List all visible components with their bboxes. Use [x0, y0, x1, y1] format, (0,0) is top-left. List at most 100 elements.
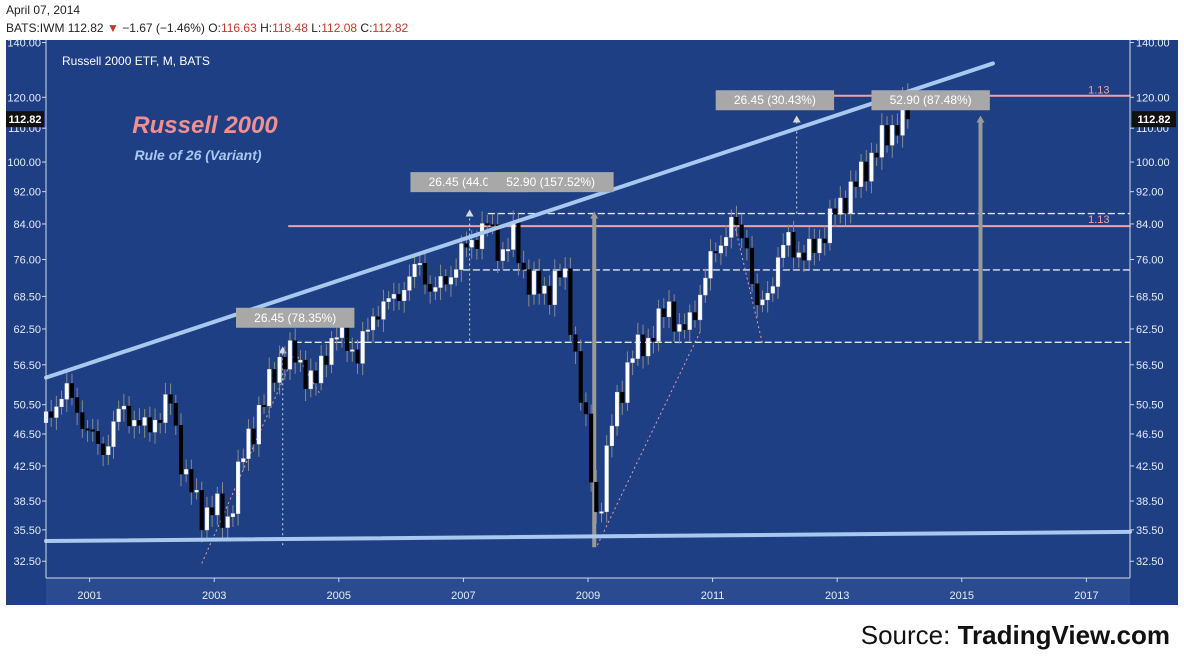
candle-body [859, 161, 864, 187]
chart-title: Russell 2000 [132, 112, 278, 139]
candle-body [661, 308, 666, 318]
candle-body [620, 392, 625, 403]
y-tick-label-right: 32.50 [1136, 556, 1164, 568]
candle-body [599, 511, 604, 514]
y-tick-label-left: 84.00 [13, 219, 41, 231]
candle-body [454, 269, 459, 278]
candle-body [531, 270, 537, 295]
candle-body [204, 507, 210, 531]
candle-body [781, 244, 786, 258]
candle-body [376, 316, 381, 320]
instrument-label: Russell 2000 ETF, M, BATS [62, 54, 210, 68]
candle-body [106, 446, 111, 456]
candle-body [812, 238, 817, 254]
candle-body [827, 208, 832, 244]
measure-arrows [278, 115, 985, 548]
close-value: 112.82 [372, 21, 409, 35]
candle-body [890, 125, 895, 146]
candle-body [625, 362, 630, 403]
candle-body [583, 402, 588, 415]
candle-body [184, 469, 189, 475]
measure-label-box [715, 90, 835, 111]
candle-body [126, 405, 132, 427]
fib-level-label: 1.13 [1088, 214, 1109, 226]
last-price-badge [1132, 111, 1176, 128]
last-price-badge [6, 111, 44, 128]
candle-body [490, 224, 495, 227]
candle-body [402, 290, 407, 301]
candle-body [646, 337, 651, 357]
symbol: BATS:IWM [6, 21, 65, 35]
candle-body [833, 208, 838, 215]
candle-body [729, 216, 734, 238]
high-label: H: [260, 21, 273, 35]
candle-body [666, 301, 672, 318]
candle-body [313, 370, 319, 384]
candle-body [95, 431, 100, 444]
candle-body [594, 481, 599, 513]
y-tick-label-left: 140.00 [7, 38, 41, 50]
candle-body [152, 419, 158, 433]
candle-body [495, 224, 500, 261]
candle-body [298, 359, 303, 363]
candle-body [261, 404, 267, 407]
price-change: −1.67 (−1.46%) [122, 21, 205, 35]
candle-body [864, 161, 869, 182]
candle-body [85, 428, 90, 431]
candle-body [879, 125, 884, 158]
y-tick-label-right: 38.50 [1136, 496, 1164, 508]
y-tick-label-left: 32.50 [13, 556, 41, 568]
candle-body [220, 493, 225, 528]
candle-body [54, 406, 59, 418]
candle-body [521, 262, 526, 270]
measure-label-box [871, 90, 990, 111]
x-tick-label: 2013 [825, 590, 849, 602]
candle-body [256, 404, 261, 445]
candle-body [480, 223, 485, 249]
y-tick-label-left: 38.50 [13, 496, 41, 508]
axes: 32.50 32.50 35.50 35.50 38.50 38.50 42.50 42.50… [6, 38, 1176, 602]
candle-body [267, 369, 272, 407]
y-tick-label-left: 46.50 [13, 429, 41, 441]
candle-body [417, 263, 422, 266]
candle-body [350, 349, 355, 352]
candle-body [59, 398, 64, 408]
candle-body [734, 216, 739, 226]
fib-level-label: 1.13 [1088, 84, 1109, 96]
x-axis-strip [46, 578, 1130, 605]
candle-body [874, 152, 879, 158]
candle-body [687, 312, 692, 330]
candle-body [630, 358, 635, 363]
candle-body [360, 331, 365, 364]
candle-body [189, 469, 194, 493]
chart-date: April 07, 2014 [6, 3, 81, 17]
candle-body [770, 286, 775, 294]
last-price-value: 112.82 [1137, 114, 1170, 126]
candle-body [236, 461, 241, 514]
low-value: 112.08 [321, 21, 358, 35]
measure-label: 52.90 (157.52%) [506, 175, 595, 189]
candle-body [381, 301, 386, 320]
candle-body [474, 239, 479, 249]
level-line [44, 61, 995, 380]
candle-body [407, 276, 412, 291]
candle-body [817, 238, 822, 254]
down-arrow-icon: ▼ [106, 21, 119, 35]
candle-body [80, 412, 85, 429]
y-tick-label-right: 68.50 [1136, 291, 1164, 303]
candle-body [578, 351, 583, 403]
candle-body [225, 516, 230, 528]
candle-body [469, 239, 474, 248]
candle-body [609, 425, 614, 446]
candle-body [355, 349, 360, 364]
candles [43, 83, 910, 543]
candle-body [137, 420, 142, 426]
candle-body [765, 293, 770, 301]
measure-arrowhead [976, 115, 985, 123]
candle-body [640, 334, 646, 357]
x-tick-label: 2001 [77, 590, 101, 602]
candle-body [371, 316, 376, 331]
candle-body [796, 252, 801, 258]
x-tick-label: 2005 [327, 590, 351, 602]
